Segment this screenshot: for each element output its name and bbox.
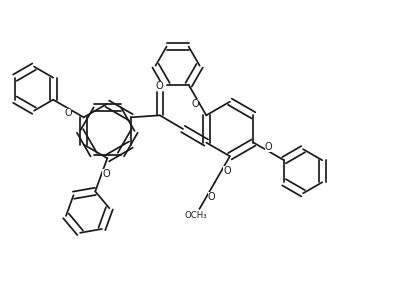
- Text: O: O: [265, 142, 272, 152]
- Text: O: O: [102, 169, 110, 179]
- Text: O: O: [65, 108, 72, 118]
- Text: O: O: [156, 81, 164, 91]
- Text: O: O: [223, 166, 231, 176]
- Text: OCH₃: OCH₃: [184, 211, 207, 221]
- Text: O: O: [208, 193, 215, 203]
- Text: O: O: [191, 99, 199, 109]
